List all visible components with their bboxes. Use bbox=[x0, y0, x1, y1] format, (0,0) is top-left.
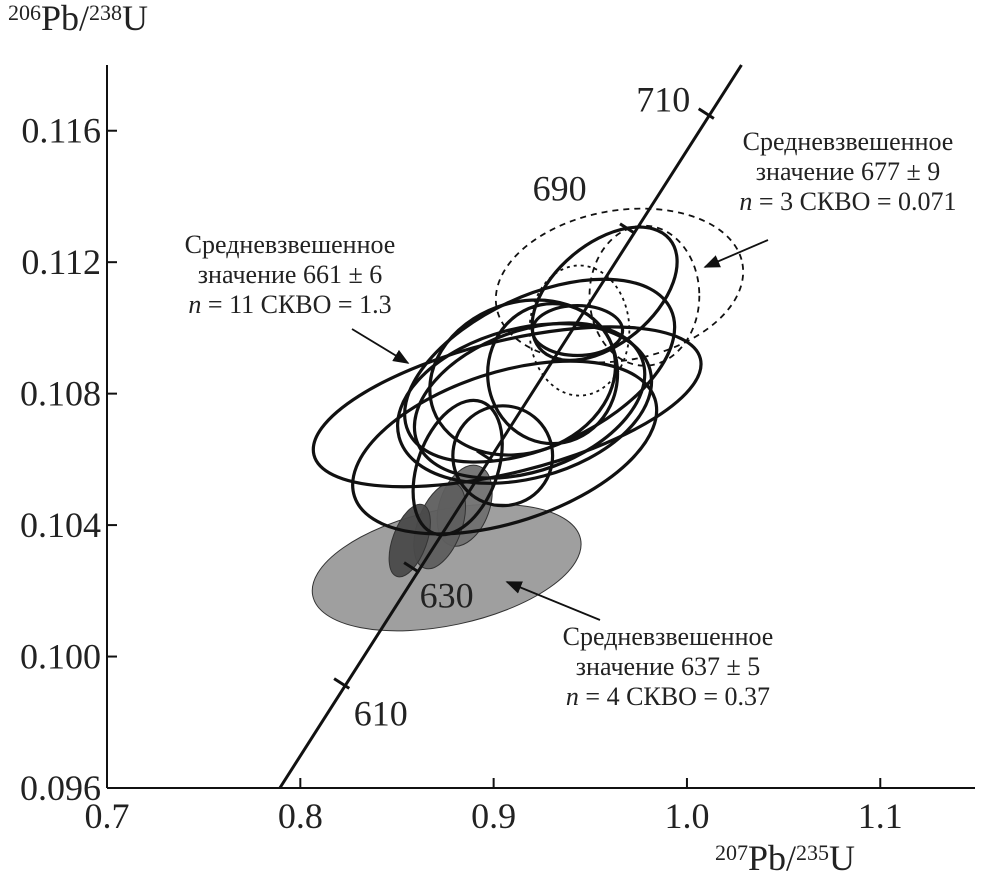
x-tick-label: 0.8 bbox=[278, 796, 323, 836]
concordia-curve: 610 630 690 710 bbox=[278, 64, 743, 789]
tick-labels: 0.7 0.8 0.9 1.0 1.1 0.096 0.100 0.104 0.108 0.112… bbox=[20, 111, 903, 836]
ellipse-661-solid bbox=[530, 225, 679, 362]
annotation-637-line1: Средневзвешенное bbox=[563, 622, 774, 651]
annotation-637-line2: значение 637 ± 5 bbox=[576, 652, 760, 681]
x-title-el: Pb bbox=[748, 838, 786, 878]
y-tick-label: 0.100 bbox=[20, 637, 101, 677]
annotation-661-line1: Средневзвешенное bbox=[185, 230, 396, 259]
ellipse-661-solid bbox=[530, 303, 625, 358]
x-tick-label: 1.0 bbox=[664, 796, 709, 836]
n-symbol: n bbox=[566, 682, 579, 711]
x-tick-label: 0.9 bbox=[471, 796, 516, 836]
x-tick-label: 0.7 bbox=[85, 796, 130, 836]
annotation-677: Средневзвешенное значение 677 ± 9 n = 3 … bbox=[703, 127, 957, 268]
annotation-677-line3: n = 3 СКВО = 0.071 bbox=[739, 187, 956, 216]
axes bbox=[106, 65, 975, 789]
annotation-661-line3: n = 11 СКВО = 1.3 bbox=[188, 290, 391, 319]
y-tick-label: 0.112 bbox=[21, 242, 101, 282]
ellipse-677-dashed bbox=[588, 224, 701, 367]
annotation-637-arrow bbox=[505, 581, 601, 621]
x-axis-title: 207Pb/235U bbox=[715, 838, 855, 878]
age-label-690: 690 bbox=[533, 169, 587, 209]
annotation-637: Средневзвешенное значение 637 ± 5 n = 4 … bbox=[505, 581, 774, 711]
x-tick-label: 1.1 bbox=[858, 796, 903, 836]
ellipse-661-solid bbox=[395, 322, 654, 485]
x-title-iso: 207 bbox=[715, 840, 748, 865]
annotation-661: Средневзвешенное значение 661 ± 6 n = 11… bbox=[185, 230, 410, 364]
ellipse-661-solid bbox=[411, 398, 504, 537]
annotation-677-stats: = 3 СКВО = 0.071 bbox=[752, 187, 956, 216]
annotation-661-arrow bbox=[351, 328, 410, 364]
annotation-677-arrow bbox=[703, 239, 769, 268]
age-tick-610 bbox=[333, 677, 351, 690]
annotation-637-stats: = 4 СКВО = 0.37 bbox=[579, 682, 770, 711]
age-tick-690 bbox=[619, 222, 636, 235]
age-label-630: 630 bbox=[420, 575, 474, 615]
y-tick-label: 0.096 bbox=[20, 768, 101, 808]
age-label-610: 610 bbox=[354, 693, 408, 733]
annotation-677-line1: Средневзвешенное bbox=[743, 127, 954, 156]
ellipse-661-solid bbox=[351, 359, 659, 536]
n-symbol: n bbox=[739, 187, 752, 216]
n-symbol: n bbox=[188, 290, 201, 319]
annotation-661-stats: = 11 СКВО = 1.3 bbox=[201, 290, 391, 319]
x-title-el2: U bbox=[829, 838, 855, 878]
error-ellipses bbox=[311, 207, 745, 632]
y-tick-label: 0.104 bbox=[20, 505, 101, 545]
y-title-iso: 206 bbox=[8, 0, 41, 25]
y-title-el2: U bbox=[122, 0, 148, 38]
age-label-710: 710 bbox=[636, 80, 690, 120]
ellipse-677-dashed bbox=[494, 207, 745, 364]
age-tick-630 bbox=[403, 561, 421, 574]
x-title-sep: / bbox=[786, 838, 796, 878]
y-tick-label: 0.116 bbox=[21, 111, 101, 151]
ellipse-677-dotted bbox=[528, 264, 631, 397]
y-axis-title: 206Pb/238U bbox=[8, 0, 148, 38]
age-tick-650 bbox=[476, 449, 493, 462]
annotation-677-line2: значение 677 ± 9 bbox=[756, 157, 940, 186]
ellipse-661-solid bbox=[451, 404, 555, 508]
annotation-637-line3: n = 4 СКВО = 0.37 bbox=[566, 682, 770, 711]
y-tick-label: 0.108 bbox=[20, 374, 101, 414]
age-tick-710 bbox=[697, 107, 715, 120]
concordia-line bbox=[278, 64, 743, 789]
annotation-661-line2: значение 661 ± 6 bbox=[198, 260, 382, 289]
ellipse-661-solid bbox=[311, 325, 703, 489]
y-title-sep: / bbox=[79, 0, 89, 38]
y-title-el: Pb bbox=[41, 0, 79, 38]
x-title-iso2: 235 bbox=[796, 840, 829, 865]
y-title-iso2: 238 bbox=[89, 0, 122, 25]
ellipse-661-solid bbox=[412, 321, 647, 480]
